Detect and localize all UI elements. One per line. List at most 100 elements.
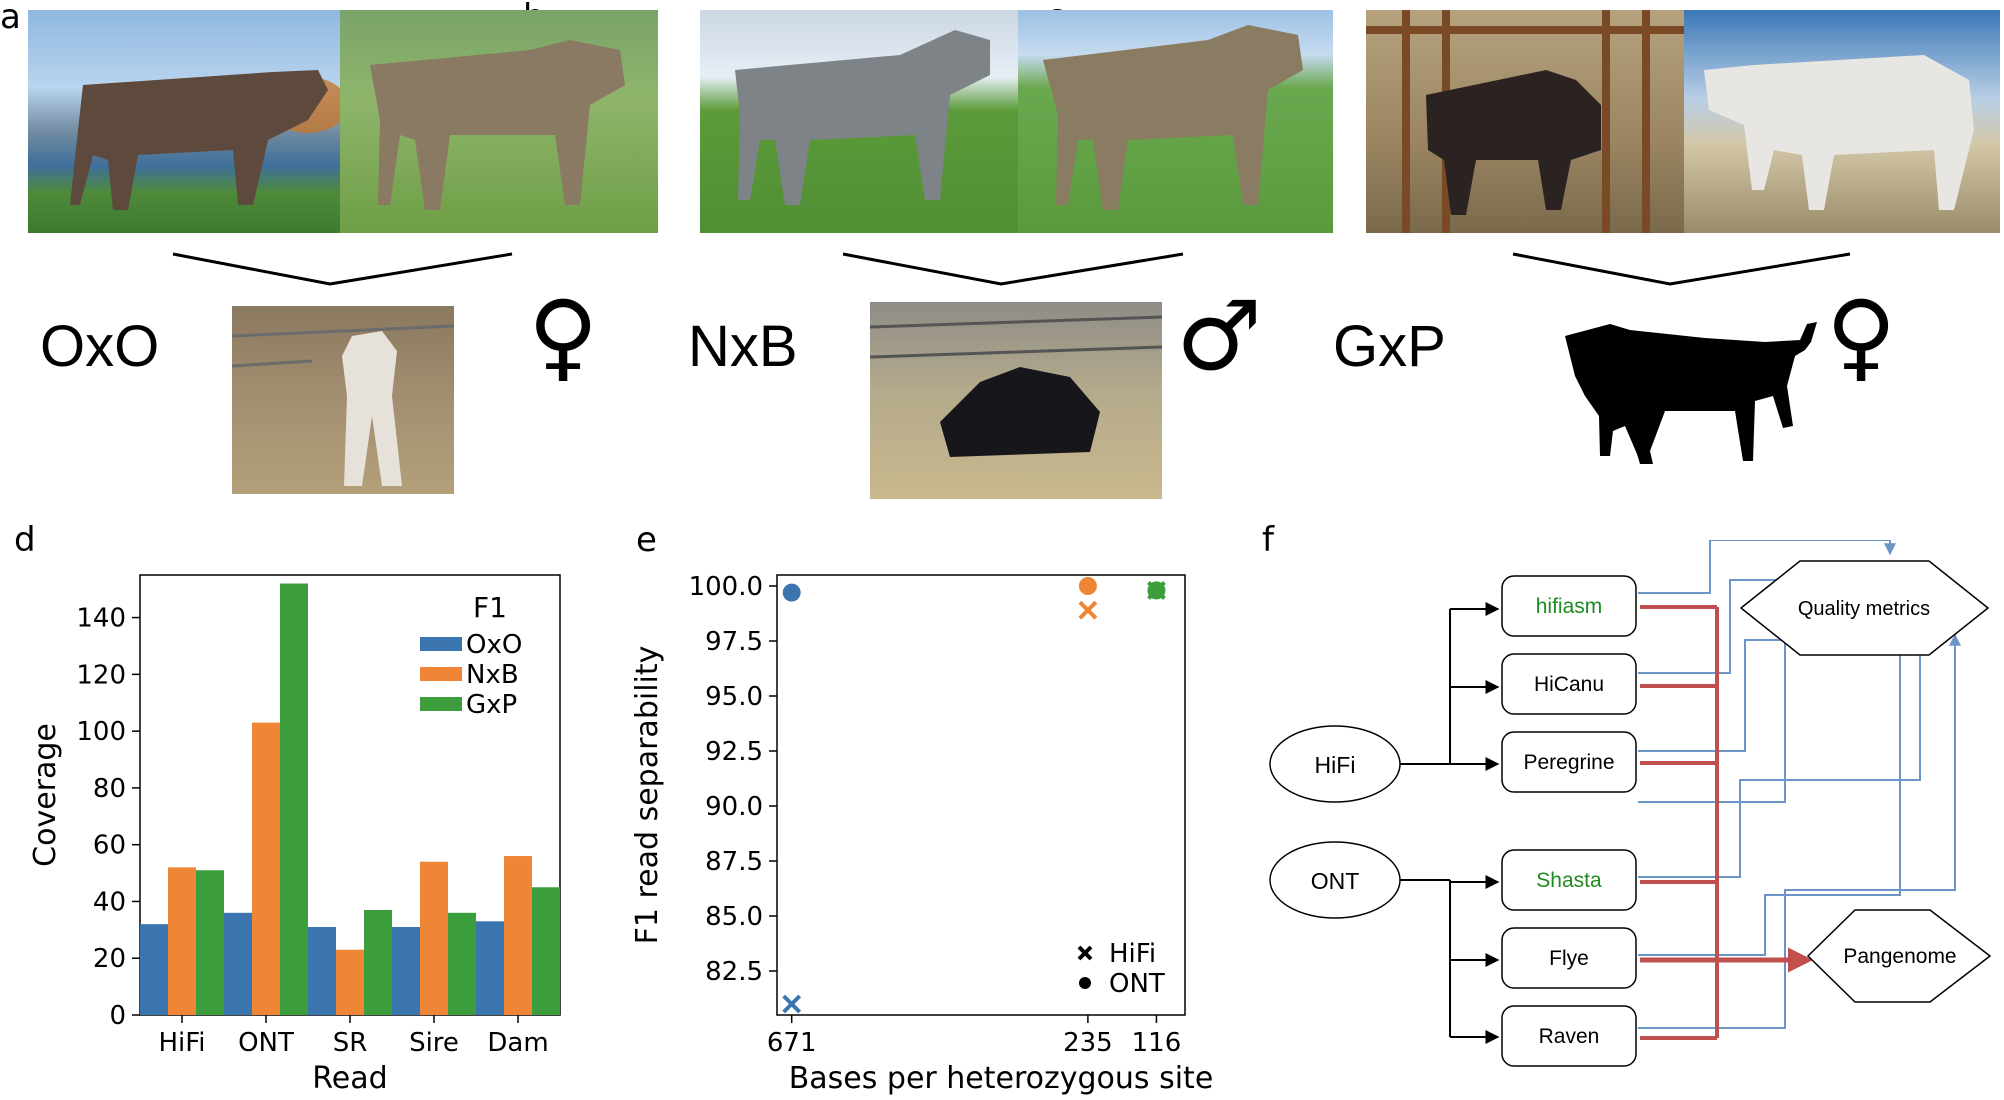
bar-oxo-sire	[392, 927, 420, 1015]
cross-label: GxP	[1333, 314, 1446, 379]
assembler-label: Flye	[1549, 947, 1589, 970]
pangenome-node: Pangenome	[1806, 909, 1992, 1003]
bar-gxp-sr	[364, 909, 392, 1015]
bar-gxp-sire	[448, 912, 476, 1015]
legend-label: OxO	[466, 630, 522, 660]
assembler-label: Peregrine	[1523, 751, 1614, 774]
x-tick-label: SR	[333, 1028, 368, 1058]
point-ont-116	[1147, 581, 1166, 600]
sex-symbol: ♀	[528, 280, 599, 392]
assembler-label: Shasta	[1536, 869, 1602, 892]
input-hifi: HiFi	[1269, 725, 1401, 803]
legend-swatch	[420, 697, 462, 711]
calf-silhouette-icon	[1565, 322, 1817, 464]
pedigree-connectors	[172, 252, 1851, 286]
y-tick-label: 97.5	[705, 627, 763, 657]
y-tick-label: 95.0	[705, 682, 763, 712]
point-hifi-671	[782, 994, 802, 1014]
legend-label: NxB	[466, 660, 519, 690]
y-tick-label: 60	[93, 831, 126, 861]
panel-letter-d: d	[14, 520, 36, 560]
quality-metrics-label: Quality metrics	[1798, 598, 1930, 620]
y-tick-label: 100	[76, 717, 126, 747]
y-tick-label: 87.5	[705, 847, 763, 877]
x-tick-label: Dam	[487, 1028, 548, 1058]
assembler-raven: Raven	[1501, 1005, 1637, 1067]
bar-oxo-ont	[224, 912, 252, 1015]
sire-photo	[1366, 10, 1684, 233]
dam-photo	[340, 10, 658, 233]
y-tick-label: 120	[76, 660, 126, 690]
sex-symbol: ♀	[1826, 280, 1897, 392]
x-axis-label: Bases per heterozygous site	[789, 1061, 1214, 1096]
bar-nxb-dam	[504, 856, 532, 1015]
panel-letter-f: f	[1262, 520, 1274, 560]
assembler-label: HiCanu	[1534, 673, 1604, 696]
x-tick-label: Sire	[409, 1028, 459, 1058]
legend-label: GxP	[466, 690, 517, 720]
legend-marker-x	[1077, 945, 1093, 961]
assembler-flye: Flye	[1501, 927, 1637, 989]
x-tick-label: 671	[767, 1028, 817, 1058]
y-tick-label: 90.0	[705, 792, 763, 822]
y-tick-label: 85.0	[705, 902, 763, 932]
coverage-bar-chart: 0 20 40 60 80 100 120 140 HiFi ONT SR Sire Dam Cove…	[28, 574, 561, 1096]
bar-nxb-sire	[420, 861, 448, 1015]
legend-title: F1	[473, 591, 507, 624]
bar-nxb-hifi	[168, 867, 196, 1015]
bar-oxo-hifi	[140, 924, 168, 1015]
y-tick-label: 0	[109, 1001, 126, 1031]
cross-label: OxO	[40, 314, 160, 379]
assembler-label: hifiasm	[1536, 595, 1603, 618]
y-tick-label: 92.5	[705, 737, 763, 767]
x-tick-label: ONT	[238, 1028, 294, 1058]
sire-photo	[700, 10, 1018, 233]
bar-oxo-dam	[476, 921, 504, 1015]
offspring-photo	[232, 306, 454, 494]
bar-gxp-dam	[532, 887, 560, 1015]
assembler-shasta: Shasta	[1501, 849, 1637, 911]
quality-metrics-node: Quality metrics	[1739, 560, 1990, 656]
input-hifi-label: HiFi	[1315, 752, 1356, 778]
x-tick-label: HiFi	[158, 1028, 205, 1058]
pangenome-label: Pangenome	[1843, 945, 1956, 968]
assembly-pipeline-diagram: HiFi ONT hifiasm HiCanu Peregrine Shasta…	[1269, 540, 1992, 1067]
legend-label: ONT	[1109, 969, 1165, 999]
separability-scatter-chart: 82.5 85.0 87.5 90.0 92.5 95.0 97.5 100.0 671 235…	[630, 572, 1214, 1096]
plot-frame	[776, 574, 1186, 1016]
x-tick-label: 235	[1063, 1028, 1113, 1058]
point-hifi-235	[1078, 600, 1098, 620]
y-axis-label: F1 read separability	[630, 646, 665, 945]
sex-symbol: ♂	[1176, 280, 1263, 392]
offspring-photo	[870, 302, 1162, 499]
panel-letter-a: a	[0, 0, 21, 37]
bar-nxb-sr	[336, 949, 364, 1015]
cross-label: NxB	[688, 314, 798, 379]
dam-photo	[1018, 10, 1333, 233]
y-tick-label: 100.0	[689, 572, 763, 602]
y-tick-label: 80	[93, 774, 126, 804]
x-tick-label: 116	[1132, 1028, 1182, 1058]
legend-swatch	[420, 637, 462, 651]
bar-nxb-ont	[252, 722, 280, 1015]
x-axis-label: Read	[312, 1061, 387, 1096]
assembler-hifiasm: hifiasm	[1501, 575, 1637, 637]
legend-swatch	[420, 667, 462, 681]
bar-oxo-sr	[308, 927, 336, 1015]
bar-gxp-hifi	[196, 870, 224, 1015]
y-tick-label: 82.5	[705, 957, 763, 987]
y-axis-label: Coverage	[28, 723, 63, 867]
input-ont-label: ONT	[1311, 868, 1360, 894]
assembler-hicanu: HiCanu	[1501, 653, 1637, 715]
y-tick-label: 20	[93, 944, 126, 974]
dam-photo	[1684, 10, 2000, 233]
point-ont-671	[782, 583, 801, 602]
assembler-peregrine: Peregrine	[1501, 731, 1637, 793]
point-ont-235	[1078, 577, 1097, 595]
y-tick-label: 40	[93, 887, 126, 917]
input-ont: ONT	[1269, 841, 1401, 919]
panel-letter-e: e	[636, 520, 657, 560]
sire-photo	[28, 10, 340, 233]
